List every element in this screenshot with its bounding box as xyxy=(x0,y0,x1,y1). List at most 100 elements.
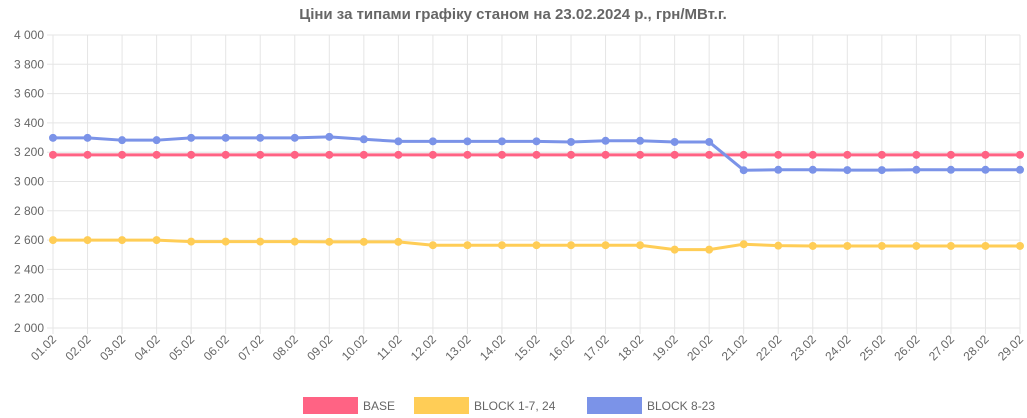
legend-label: BLOCK 8-23 xyxy=(647,399,715,413)
data-point[interactable] xyxy=(83,236,92,245)
data-point[interactable] xyxy=(118,236,127,245)
data-point[interactable] xyxy=(221,133,230,142)
data-point[interactable] xyxy=(290,133,299,142)
data-point[interactable] xyxy=(567,241,576,250)
data-point[interactable] xyxy=(739,150,748,159)
legend-item[interactable]: BLOCK 1-7, 24 xyxy=(414,397,556,414)
data-point[interactable] xyxy=(118,136,127,145)
data-point[interactable] xyxy=(118,150,127,159)
data-point[interactable] xyxy=(567,150,576,159)
data-point[interactable] xyxy=(83,133,92,142)
data-point[interactable] xyxy=(946,241,955,250)
data-point[interactable] xyxy=(152,136,161,145)
data-point[interactable] xyxy=(636,136,645,145)
data-point[interactable] xyxy=(808,150,817,159)
data-point[interactable] xyxy=(946,150,955,159)
data-point[interactable] xyxy=(428,150,437,159)
data-point[interactable] xyxy=(843,166,852,175)
data-point[interactable] xyxy=(636,150,645,159)
data-point[interactable] xyxy=(49,150,57,159)
data-point[interactable] xyxy=(256,133,265,142)
data-point[interactable] xyxy=(601,150,610,159)
data-point[interactable] xyxy=(256,150,265,159)
data-point[interactable] xyxy=(946,165,955,174)
data-point[interactable] xyxy=(325,132,334,141)
data-point[interactable] xyxy=(497,150,506,159)
data-point[interactable] xyxy=(497,241,506,250)
data-point[interactable] xyxy=(187,237,196,246)
data-point[interactable] xyxy=(49,133,57,142)
data-point[interactable] xyxy=(290,237,299,246)
data-point[interactable] xyxy=(705,137,714,146)
data-point[interactable] xyxy=(463,137,472,146)
data-point[interactable] xyxy=(601,241,610,250)
data-point[interactable] xyxy=(497,137,506,146)
data-point[interactable] xyxy=(359,150,368,159)
y-tick-label: 3 400 xyxy=(14,116,44,130)
data-point[interactable] xyxy=(83,150,92,159)
data-point[interactable] xyxy=(152,236,161,245)
data-point[interactable] xyxy=(739,240,748,249)
data-point[interactable] xyxy=(843,150,852,159)
data-point[interactable] xyxy=(912,241,921,250)
data-point[interactable] xyxy=(428,241,437,250)
data-point[interactable] xyxy=(981,150,990,159)
data-point[interactable] xyxy=(774,241,783,250)
data-point[interactable] xyxy=(532,137,541,146)
data-point[interactable] xyxy=(394,150,403,159)
data-point[interactable] xyxy=(981,241,990,250)
data-point[interactable] xyxy=(705,150,714,159)
data-point[interactable] xyxy=(359,237,368,246)
data-point[interactable] xyxy=(221,150,230,159)
data-point[interactable] xyxy=(187,133,196,142)
data-point[interactable] xyxy=(636,241,645,250)
data-point[interactable] xyxy=(1016,150,1024,159)
chart-title: Ціни за типами графіку станом на 23.02.2… xyxy=(299,6,727,23)
data-point[interactable] xyxy=(325,237,334,246)
data-point[interactable] xyxy=(877,166,886,175)
series-2 xyxy=(49,132,1024,175)
data-point[interactable] xyxy=(705,245,714,254)
data-point[interactable] xyxy=(981,165,990,174)
data-point[interactable] xyxy=(670,245,679,254)
data-point[interactable] xyxy=(463,150,472,159)
data-point[interactable] xyxy=(49,236,57,245)
data-point[interactable] xyxy=(187,150,196,159)
data-point[interactable] xyxy=(325,150,334,159)
legend-item[interactable]: BASE xyxy=(303,397,395,414)
data-point[interactable] xyxy=(912,165,921,174)
data-point[interactable] xyxy=(843,241,852,250)
data-point[interactable] xyxy=(567,137,576,146)
data-point[interactable] xyxy=(774,150,783,159)
data-point[interactable] xyxy=(877,150,886,159)
data-point[interactable] xyxy=(601,136,610,145)
y-tick-label: 2 000 xyxy=(14,321,44,335)
data-point[interactable] xyxy=(359,135,368,144)
data-point[interactable] xyxy=(774,165,783,174)
data-point[interactable] xyxy=(394,137,403,146)
data-point[interactable] xyxy=(256,237,265,246)
data-point[interactable] xyxy=(532,241,541,250)
data-point[interactable] xyxy=(463,241,472,250)
data-point[interactable] xyxy=(428,137,437,146)
data-point[interactable] xyxy=(670,137,679,146)
data-point[interactable] xyxy=(912,150,921,159)
data-point[interactable] xyxy=(152,150,161,159)
data-point[interactable] xyxy=(670,150,679,159)
legend-item[interactable]: BLOCK 8-23 xyxy=(587,397,715,414)
data-point[interactable] xyxy=(290,150,299,159)
legend-swatch xyxy=(303,397,358,414)
data-point[interactable] xyxy=(1016,241,1024,250)
data-point[interactable] xyxy=(808,241,817,250)
data-point[interactable] xyxy=(532,150,541,159)
data-point[interactable] xyxy=(1016,165,1024,174)
y-tick-label: 3 600 xyxy=(14,87,44,101)
data-point[interactable] xyxy=(808,165,817,174)
y-tick-label: 3 200 xyxy=(14,145,44,159)
data-point[interactable] xyxy=(877,241,886,250)
series-1 xyxy=(49,236,1024,254)
data-point[interactable] xyxy=(739,166,748,175)
data-point[interactable] xyxy=(394,237,403,246)
data-point[interactable] xyxy=(221,237,230,246)
